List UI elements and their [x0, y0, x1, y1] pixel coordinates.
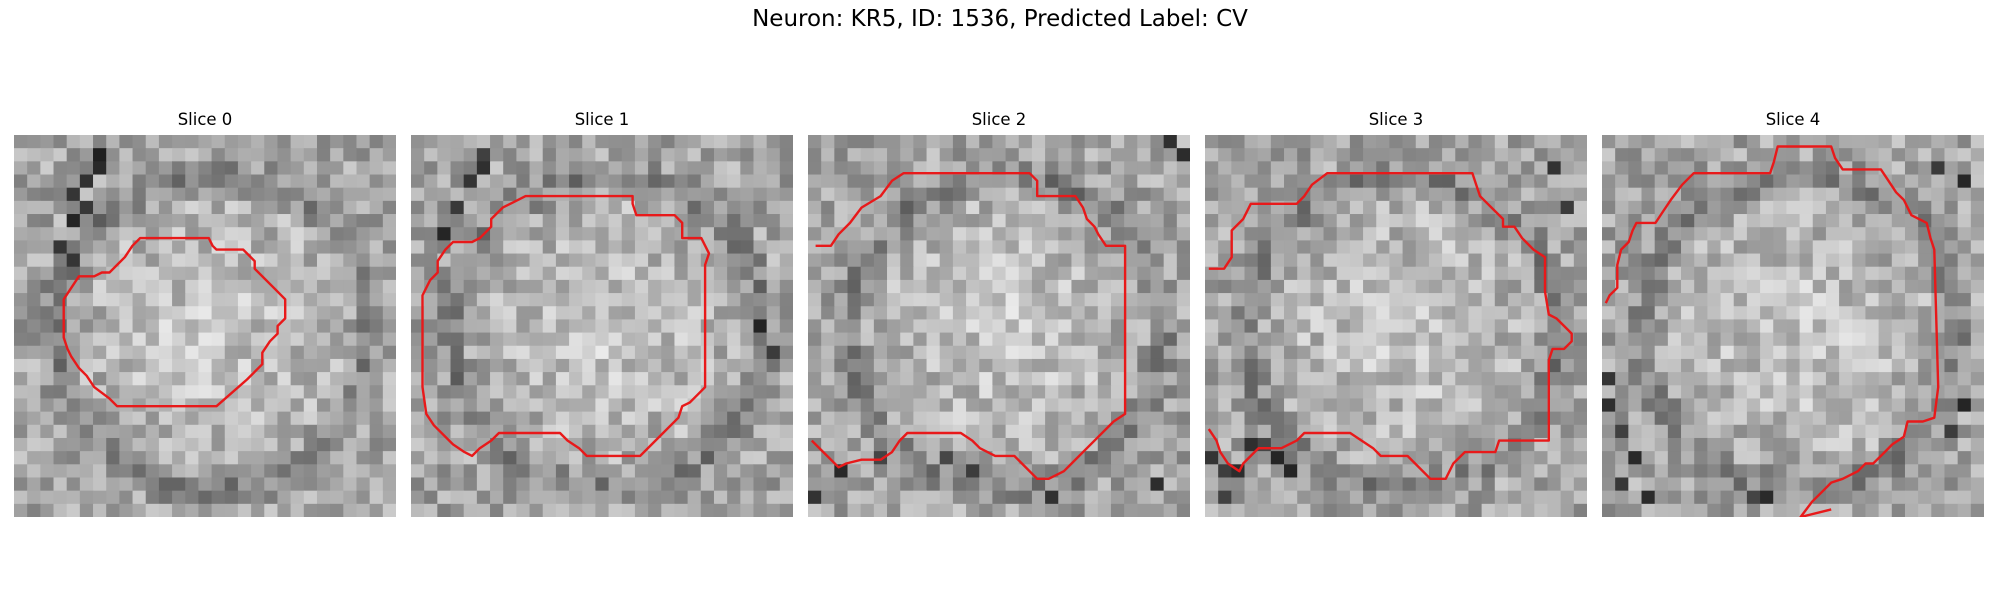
- slice-image-1: [411, 135, 793, 517]
- segmentation-contour-2: [810, 172, 1127, 480]
- segmentation-contour-3: [1207, 172, 1573, 480]
- slice-title-3: Slice 3: [1368, 110, 1424, 129]
- slice-image-2: [808, 135, 1190, 517]
- slice-2-svg: [808, 135, 1190, 517]
- slice-1-svg: [411, 135, 793, 517]
- figure-title: Neuron: KR5, ID: 1536, Predicted Label: …: [752, 6, 1248, 32]
- slice-title-0: Slice 0: [177, 110, 233, 129]
- segmentation-contour-0: [62, 236, 287, 408]
- slice-panel-4: Slice 4: [1602, 108, 1984, 517]
- slice-title-2: Slice 2: [971, 110, 1027, 129]
- slice-image-4: [1602, 135, 1984, 517]
- slice-title-4: Slice 4: [1765, 110, 1821, 129]
- slice-3-svg: [1205, 135, 1587, 517]
- slice-panel-1: Slice 1: [411, 108, 793, 517]
- segmentation-contour-1: [421, 194, 711, 458]
- slice-panel-2: Slice 2: [808, 108, 1190, 517]
- slice-image-3: [1205, 135, 1587, 517]
- slice-0-svg: [14, 135, 396, 517]
- slice-panel-3: Slice 3: [1205, 108, 1587, 517]
- slice-panel-0: Slice 0: [14, 108, 396, 517]
- segmentation-contour-4: [1604, 145, 1940, 517]
- slice-image-0: [14, 135, 396, 517]
- slice-4-svg: [1602, 135, 1984, 517]
- slice-title-1: Slice 1: [574, 110, 630, 129]
